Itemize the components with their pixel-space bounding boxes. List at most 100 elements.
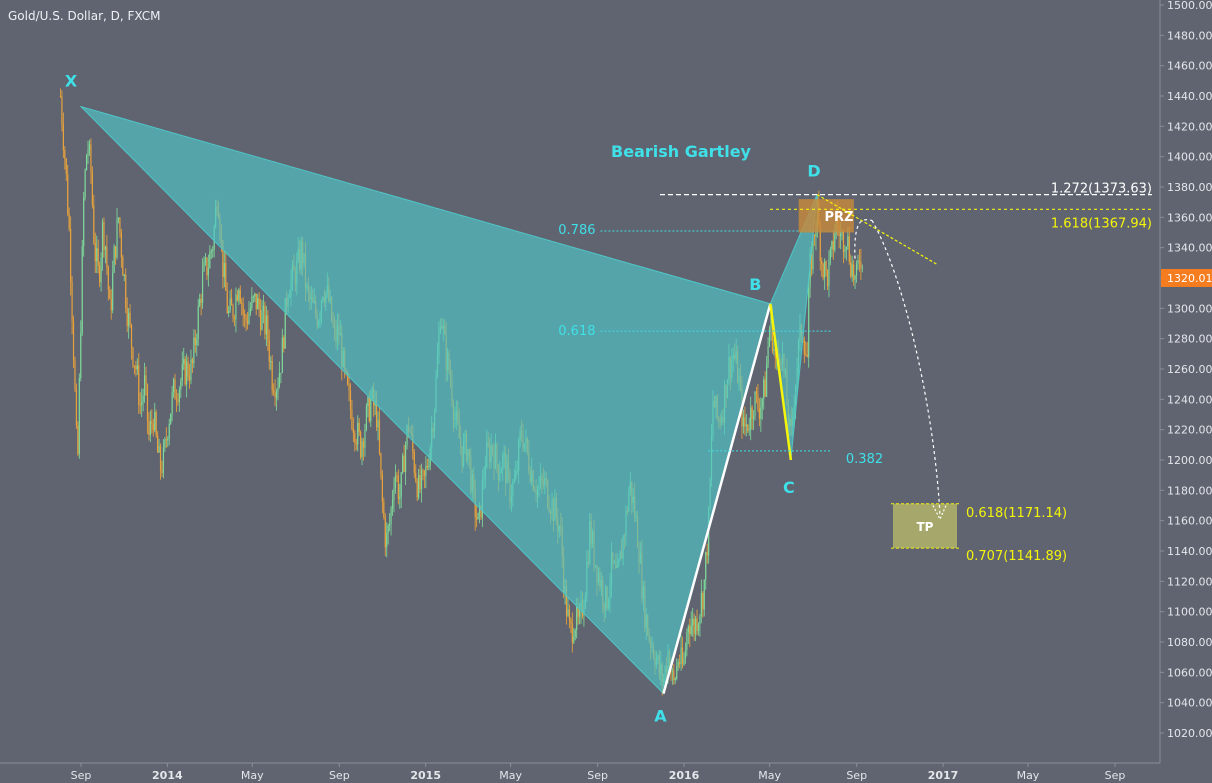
candle-body	[375, 401, 378, 428]
candle-body	[391, 499, 394, 509]
candle-body	[75, 389, 78, 426]
time-tick-label: Sep	[587, 769, 608, 782]
pattern-point-label-x: X	[65, 72, 78, 91]
candle-body	[172, 379, 175, 393]
tp-level-label-0618: 0.618(1171.14)	[966, 506, 1067, 521]
price-tick-label: 1160.00	[1167, 515, 1212, 528]
candle-body	[703, 579, 705, 610]
price-tick-label: 1260.00	[1167, 363, 1212, 376]
candle-body	[273, 390, 275, 393]
candle-body	[255, 293, 257, 310]
candle-body	[812, 234, 814, 270]
candle-body	[236, 294, 238, 301]
candle-body	[810, 253, 813, 270]
candle-body	[193, 337, 195, 364]
candle-body	[686, 632, 688, 650]
candle-body	[181, 364, 183, 381]
chart-title: Gold/U.S. Dollar, D, FXCM	[8, 9, 161, 23]
candle-body	[264, 305, 266, 335]
candle-body	[367, 396, 369, 406]
candle-body	[415, 472, 417, 481]
candle-body	[197, 306, 199, 339]
candle-body	[267, 315, 269, 341]
candle-body	[702, 593, 704, 610]
candle-body	[110, 298, 112, 311]
candle-body	[165, 439, 167, 441]
candle-body	[364, 429, 366, 448]
candle-body	[239, 289, 241, 303]
candle-body	[357, 422, 359, 445]
candle-body	[687, 626, 689, 633]
candle-body	[826, 270, 829, 287]
candle-body	[244, 314, 246, 318]
candle-body	[368, 396, 370, 422]
candle-body	[476, 517, 478, 520]
candle-body	[200, 298, 202, 303]
candle-body	[692, 618, 694, 625]
candle-body	[248, 312, 250, 324]
candle-body	[109, 289, 111, 299]
candle-body	[419, 474, 421, 490]
candle-body	[389, 524, 391, 526]
candle-body	[694, 618, 697, 634]
price-tick-label: 1380.00	[1167, 181, 1212, 194]
candle-body	[758, 408, 760, 419]
candle-body	[832, 241, 834, 250]
extension-label-1618: 1.618(1367.94)	[1051, 216, 1152, 231]
candle-body	[693, 618, 695, 634]
candle-body	[397, 476, 399, 499]
candle-body	[122, 257, 124, 276]
candle-body	[90, 144, 92, 173]
candle-body	[143, 375, 146, 396]
candle-body	[761, 398, 763, 408]
candle-body	[351, 410, 353, 429]
candle-body	[281, 337, 283, 373]
price-tick-label: 1360.00	[1167, 211, 1212, 224]
candle-body	[821, 260, 823, 264]
candle-body	[854, 275, 856, 280]
candle-body	[697, 624, 700, 632]
candle-body	[676, 666, 678, 679]
candle-body	[249, 308, 252, 313]
candle-body	[120, 232, 122, 258]
candle-body	[851, 264, 853, 277]
candle-body	[768, 328, 771, 347]
candle-body	[770, 310, 772, 329]
candle-body	[819, 224, 821, 261]
candle-body	[94, 243, 96, 262]
time-tick-label: Sep	[329, 769, 350, 782]
candle-body	[842, 232, 845, 252]
candle-body	[570, 619, 572, 624]
candle-body	[754, 391, 756, 417]
candle-body	[187, 361, 189, 377]
pattern-title: Bearish Gartley	[611, 142, 752, 161]
extension-label-1272: 1.272(1373.63)	[1051, 182, 1152, 197]
candle-body	[690, 624, 692, 635]
candle-body	[265, 315, 267, 335]
candle-body	[59, 96, 62, 97]
candle-body	[228, 310, 230, 314]
candle-body	[229, 298, 231, 311]
candle-body	[103, 222, 105, 250]
candle-body	[805, 354, 807, 356]
trend-line-dotted	[816, 194, 938, 265]
candle-body	[370, 398, 372, 422]
candle-body	[673, 670, 675, 681]
candle-body	[861, 267, 863, 269]
price-tick-label: 1200.00	[1167, 454, 1212, 467]
price-tick-label: 1040.00	[1167, 697, 1212, 710]
candle-body	[101, 222, 104, 258]
candle-body	[212, 249, 214, 251]
time-tick-label: Sep	[1105, 769, 1126, 782]
candle-body	[83, 197, 85, 247]
candle-body	[377, 420, 379, 428]
candle-body	[348, 384, 350, 391]
candle-body	[425, 465, 427, 476]
time-tick-label: May	[1017, 769, 1040, 782]
ab-leg-line	[662, 303, 772, 694]
candle-body	[565, 586, 568, 616]
candle-body	[671, 670, 673, 672]
candle-body	[190, 359, 192, 381]
